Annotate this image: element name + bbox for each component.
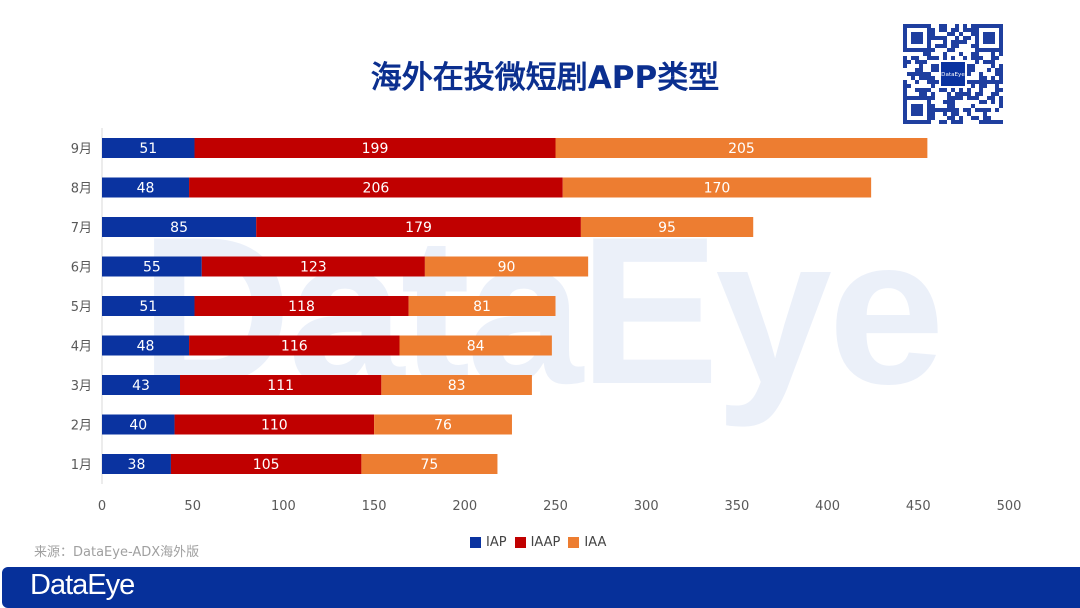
data-label: 90 [498, 260, 516, 276]
legend-item-iaap: IAAP [514, 535, 561, 550]
data-label: 38 [128, 457, 146, 473]
qr-center-label: DataEye [941, 72, 965, 78]
data-label: 48 [137, 181, 155, 197]
data-label: 95 [658, 220, 676, 236]
legend-item-iap: IAP [470, 535, 507, 550]
legend-label: IAAP [530, 535, 561, 550]
x-tick-label: 300 [634, 499, 659, 514]
data-label: 179 [405, 220, 432, 236]
bar-iaap [189, 335, 400, 356]
category-label: 7月 [71, 221, 92, 236]
data-label: 83 [448, 378, 466, 394]
bar-iaa [408, 296, 556, 316]
bar-iap [102, 454, 171, 474]
bar-iap [102, 138, 195, 158]
category-label: 6月 [71, 261, 92, 276]
data-label: 76 [434, 418, 452, 434]
bar-iaa [361, 454, 498, 474]
data-label: 55 [143, 260, 161, 276]
bar-iaa [381, 375, 532, 395]
bar-iaap [194, 138, 556, 158]
data-label: 81 [473, 299, 491, 315]
x-tick-label: 200 [452, 499, 477, 514]
bar-iaa [374, 414, 512, 435]
bar-iaa [555, 138, 928, 158]
data-label: 111 [267, 378, 294, 394]
data-label: 206 [363, 181, 390, 197]
x-tick-label: 50 [184, 499, 201, 514]
data-label: 43 [132, 378, 150, 394]
bar-iaa [424, 256, 589, 277]
bar-iaap [194, 296, 409, 316]
data-label: 48 [137, 339, 155, 355]
data-label: 51 [139, 141, 157, 157]
data-label: 170 [704, 181, 731, 197]
data-label: 84 [467, 339, 485, 355]
category-label: 3月 [71, 379, 92, 394]
category-label: 4月 [71, 340, 92, 355]
bar-iap [102, 256, 202, 277]
bar-iaa [562, 177, 872, 198]
legend-label: IAP [486, 535, 507, 550]
bar-iaap [170, 454, 362, 474]
bar-iaap [174, 414, 375, 435]
bar-iap [102, 296, 195, 316]
data-label: 118 [288, 299, 315, 315]
legend-swatch [470, 537, 481, 548]
qr-code: DataEye [903, 24, 1003, 124]
legend-item-iaa: IAA [568, 535, 606, 550]
x-tick-label: 450 [906, 499, 931, 514]
category-label: 9月 [71, 142, 92, 157]
bar-iaa [580, 217, 754, 237]
x-tick-label: 350 [724, 499, 749, 514]
category-label: 1月 [71, 458, 92, 473]
data-label: 40 [129, 418, 147, 434]
category-label: 5月 [71, 300, 92, 315]
x-tick-label: 500 [997, 499, 1022, 514]
x-tick-label: 250 [543, 499, 568, 514]
data-label: 116 [281, 339, 308, 355]
data-label: 105 [253, 457, 280, 473]
x-tick-label: 100 [271, 499, 296, 514]
data-label: 85 [170, 220, 188, 236]
data-label: 205 [728, 141, 755, 157]
data-label: 51 [139, 299, 157, 315]
data-label: 110 [261, 418, 288, 434]
footer-banner: DataEye [2, 567, 1080, 608]
legend-swatch [514, 537, 526, 548]
data-label: 75 [421, 457, 439, 473]
category-label: 2月 [71, 419, 92, 434]
x-tick-label: 400 [815, 499, 840, 514]
legend: IAP IAAP IAA [470, 535, 606, 550]
bar-iaap [201, 256, 425, 277]
bar-iap [102, 414, 175, 435]
bar-iaa [399, 335, 552, 356]
category-label: 8月 [71, 182, 92, 197]
bar-iap [102, 375, 181, 395]
x-tick-label: 150 [362, 499, 387, 514]
bar-iap [102, 335, 190, 356]
bar-iap [102, 177, 190, 198]
data-label: 123 [300, 260, 327, 276]
brand-logo: DataEye [30, 569, 135, 601]
bar-iap [102, 217, 257, 237]
bar-iaap [256, 217, 581, 237]
legend-swatch [568, 537, 580, 548]
bar-iaap [180, 375, 382, 395]
source-note: 来源：DataEye-ADX海外版 [34, 545, 200, 560]
bar-iaap [189, 177, 563, 198]
x-tick-label: 0 [98, 499, 106, 514]
legend-label: IAA [584, 535, 607, 550]
data-label: 199 [362, 141, 389, 157]
chart-title: 海外在投微短剧APP类型 [370, 60, 720, 96]
